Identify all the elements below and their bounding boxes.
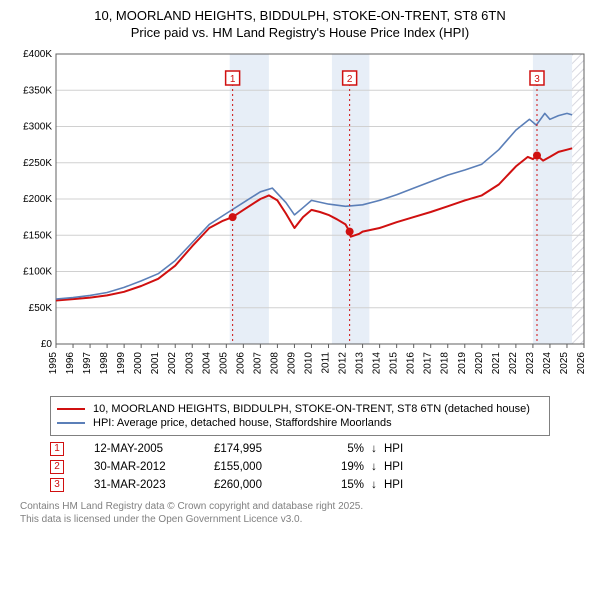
svg-text:2005: 2005 <box>218 351 229 374</box>
sale-hpi-label: HPI <box>384 461 424 473</box>
svg-text:1: 1 <box>230 74 236 85</box>
down-arrow-icon: ↓ <box>364 479 384 491</box>
svg-text:2002: 2002 <box>167 351 178 374</box>
svg-text:£300K: £300K <box>23 121 52 132</box>
title-line1: 10, MOORLAND HEIGHTS, BIDDULPH, STOKE-ON… <box>10 8 590 25</box>
svg-text:2020: 2020 <box>474 351 485 374</box>
svg-text:2014: 2014 <box>372 351 383 374</box>
svg-text:2006: 2006 <box>235 351 246 374</box>
sale-row: 2 30-MAR-2012 £155,000 19% ↓ HPI <box>50 460 590 474</box>
sale-price: £174,995 <box>214 443 314 455</box>
svg-text:£0: £0 <box>41 339 53 350</box>
sale-marker-icon: 3 <box>50 478 64 492</box>
sale-pct: 5% <box>314 443 364 455</box>
sale-marker-num: 3 <box>54 479 60 490</box>
svg-text:2007: 2007 <box>252 351 263 374</box>
down-arrow-icon: ↓ <box>364 443 384 455</box>
sales-table: 1 12-MAY-2005 £174,995 5% ↓ HPI 2 30-MAR… <box>50 442 590 492</box>
sale-pct: 15% <box>314 479 364 491</box>
svg-text:2021: 2021 <box>491 351 502 374</box>
legend-label: 10, MOORLAND HEIGHTS, BIDDULPH, STOKE-ON… <box>93 403 530 415</box>
down-arrow-icon: ↓ <box>364 461 384 473</box>
svg-text:£50K: £50K <box>29 303 53 314</box>
svg-text:2018: 2018 <box>440 351 451 374</box>
svg-text:1999: 1999 <box>116 351 127 374</box>
title-line2: Price paid vs. HM Land Registry's House … <box>10 25 590 42</box>
svg-text:1998: 1998 <box>99 351 110 374</box>
svg-text:2: 2 <box>347 74 353 85</box>
svg-text:2017: 2017 <box>423 351 434 374</box>
svg-text:1997: 1997 <box>82 351 93 374</box>
sale-price: £155,000 <box>214 461 314 473</box>
sale-hpi-label: HPI <box>384 443 424 455</box>
chart-title: 10, MOORLAND HEIGHTS, BIDDULPH, STOKE-ON… <box>10 8 590 42</box>
sale-row: 1 12-MAY-2005 £174,995 5% ↓ HPI <box>50 442 590 456</box>
sale-marker-num: 1 <box>54 443 60 454</box>
svg-text:2001: 2001 <box>150 351 161 374</box>
sale-marker-icon: 1 <box>50 442 64 456</box>
price-chart: £0 £50K £100K £150K £200K £250K £300K £350K £400… <box>10 48 590 388</box>
sale-date: 12-MAY-2005 <box>94 443 214 455</box>
svg-text:£100K: £100K <box>23 266 52 277</box>
svg-text:2019: 2019 <box>457 351 468 374</box>
svg-text:2009: 2009 <box>286 351 297 374</box>
svg-text:£200K: £200K <box>23 194 52 205</box>
sale-row: 3 31-MAR-2023 £260,000 15% ↓ HPI <box>50 478 590 492</box>
svg-text:2012: 2012 <box>338 351 349 374</box>
svg-text:2003: 2003 <box>184 351 195 374</box>
svg-text:£350K: £350K <box>23 85 52 96</box>
sale-hpi-label: HPI <box>384 479 424 491</box>
sale-date: 31-MAR-2023 <box>94 479 214 491</box>
svg-text:2016: 2016 <box>406 351 417 374</box>
footnote-line2: This data is licensed under the Open Gov… <box>20 513 590 526</box>
svg-text:£150K: £150K <box>23 230 52 241</box>
svg-text:2004: 2004 <box>201 351 212 374</box>
sale-marker-num: 2 <box>54 461 60 472</box>
legend-label: HPI: Average price, detached house, Staf… <box>93 417 392 429</box>
svg-text:1996: 1996 <box>65 351 76 374</box>
svg-text:2026: 2026 <box>576 351 587 374</box>
svg-text:2010: 2010 <box>303 351 314 374</box>
svg-text:1995: 1995 <box>48 351 59 374</box>
sale-price: £260,000 <box>214 479 314 491</box>
sale-pct: 19% <box>314 461 364 473</box>
sale-date: 30-MAR-2012 <box>94 461 214 473</box>
sale-marker-icon: 2 <box>50 460 64 474</box>
svg-text:2025: 2025 <box>559 351 570 374</box>
legend-swatch-hpi <box>57 422 85 424</box>
svg-text:£400K: £400K <box>23 49 52 60</box>
svg-text:2000: 2000 <box>133 351 144 374</box>
svg-text:3: 3 <box>534 74 540 85</box>
svg-text:2015: 2015 <box>389 351 400 374</box>
svg-text:£250K: £250K <box>23 158 52 169</box>
svg-text:2024: 2024 <box>542 351 553 374</box>
legend-swatch-price <box>57 408 85 410</box>
legend-item: HPI: Average price, detached house, Staf… <box>57 417 543 429</box>
svg-text:2023: 2023 <box>525 351 536 374</box>
svg-text:2011: 2011 <box>321 351 332 373</box>
svg-text:2022: 2022 <box>508 351 519 374</box>
footnote-line1: Contains HM Land Registry data © Crown c… <box>20 500 590 513</box>
svg-text:2008: 2008 <box>269 351 280 374</box>
legend: 10, MOORLAND HEIGHTS, BIDDULPH, STOKE-ON… <box>50 396 550 436</box>
legend-item: 10, MOORLAND HEIGHTS, BIDDULPH, STOKE-ON… <box>57 403 543 415</box>
svg-text:2013: 2013 <box>355 351 366 374</box>
footnote: Contains HM Land Registry data © Crown c… <box>20 500 590 526</box>
